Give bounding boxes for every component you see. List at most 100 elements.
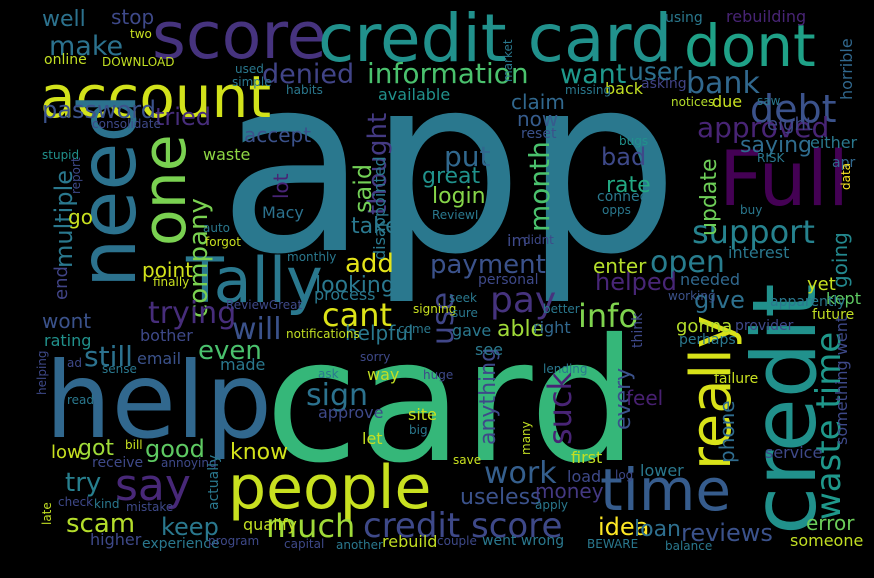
word-went-wrong: went wrong (482, 533, 564, 549)
word-scam: scam (66, 509, 135, 539)
word-money: money (535, 479, 604, 503)
word-cant: cant (322, 296, 392, 334)
word-failure: failure (714, 371, 758, 387)
word-online: online (44, 52, 87, 68)
word-better: better (543, 302, 580, 316)
word-asking: asking (641, 76, 687, 92)
word-helped: helped (595, 268, 677, 296)
word-go: go (68, 205, 93, 229)
word-stupid: stupid (42, 148, 79, 162)
word-low: low (51, 442, 82, 463)
word-perhaps: perhaps (679, 332, 736, 348)
word-enter: enter (593, 254, 647, 278)
word-approved: approved (697, 111, 829, 144)
word-looking: looking (315, 273, 395, 298)
word-apparently: apparently (770, 294, 846, 310)
word-working: working (668, 289, 716, 303)
word-future: future (812, 307, 854, 323)
word-really: really (679, 315, 744, 470)
word-full: Full (719, 134, 849, 223)
word-people: people (228, 453, 431, 523)
word-tally: Tally (185, 244, 323, 317)
word-beware: BEWARE (587, 537, 638, 551)
word-see: see (475, 340, 503, 359)
word-bill: bill (125, 438, 143, 452)
word-connect: connect (597, 189, 653, 205)
word-user: user (628, 57, 683, 86)
word-opps: opps (602, 203, 631, 217)
word-needed: needed (680, 270, 740, 289)
word-every: every (611, 368, 636, 430)
word-keep: keep (161, 513, 219, 541)
word-error: error (806, 511, 855, 535)
word-one: one (130, 134, 200, 246)
word-back: back (605, 79, 644, 98)
word-bother: bother (140, 326, 193, 345)
word-auto: auto (203, 221, 230, 235)
word-payment: payment (430, 250, 546, 280)
word-lower: lower (640, 461, 684, 480)
word-first: first (571, 448, 602, 467)
word-site: site (408, 405, 437, 424)
word-couple: couple (437, 534, 477, 548)
word-pay: pay (490, 280, 556, 321)
word-much: much (266, 507, 355, 545)
word-two: two (130, 27, 152, 41)
word-gonna: gonna (676, 316, 732, 337)
word-market: market (501, 39, 515, 82)
word-even: even (198, 336, 262, 366)
word-simple: simple (232, 75, 272, 89)
word-due: due (712, 92, 742, 111)
word-support: support (692, 213, 815, 251)
word-sure: sure (452, 306, 478, 320)
word-mistake: mistake (126, 500, 173, 514)
word-app: app (218, 23, 679, 308)
word-waste: waste (203, 145, 250, 164)
word-stop: stop (111, 5, 154, 29)
word-bugs: bugs (619, 134, 648, 148)
word-report: report (69, 157, 83, 194)
word-huge: huge (423, 368, 453, 382)
word-information: information (367, 57, 529, 90)
word-balance: balance (665, 539, 712, 553)
word-macy: Macy (262, 203, 304, 222)
word-know: know (230, 440, 288, 465)
word-data: data (839, 163, 853, 190)
word-phone: phone (715, 400, 739, 463)
word-feel: feel (626, 386, 663, 410)
word-will: will (232, 312, 282, 347)
word-sorry: sorry (360, 350, 390, 364)
word-lot: lot (269, 173, 293, 199)
word-sign: sign (306, 378, 368, 413)
word-still: still (84, 340, 133, 373)
word-great: great (422, 164, 481, 189)
word-bad: bad (601, 143, 646, 171)
word-seek: seek (449, 291, 477, 305)
word-finally: finally (153, 275, 189, 289)
word-score: score (152, 0, 327, 74)
word-read: read (67, 393, 94, 407)
word-interest: interest (728, 243, 789, 262)
word-account: account (40, 63, 271, 131)
word-rebuilding: rebuilding (726, 7, 806, 26)
word-denied: denied (262, 59, 354, 90)
word-reviewgreat: ReviewGreat (226, 298, 303, 312)
word-update: update (697, 158, 722, 236)
word-forgot: forgot (205, 235, 241, 249)
word-ask: ask (318, 367, 339, 381)
word-someone: someone (790, 531, 863, 550)
word-saw: saw (757, 94, 781, 108)
word-come: come (398, 322, 431, 336)
word-check: check (58, 495, 93, 509)
word-available: available (378, 85, 450, 104)
word-lending: lending (543, 362, 588, 376)
word-way: way (367, 365, 399, 384)
word-many: many (519, 421, 533, 455)
word-big: big (409, 423, 428, 437)
word-disappointed: disappointed (370, 156, 389, 260)
word-think: think (630, 312, 646, 348)
word-risk: RISK (757, 151, 785, 165)
word-wont: wont (42, 309, 91, 333)
